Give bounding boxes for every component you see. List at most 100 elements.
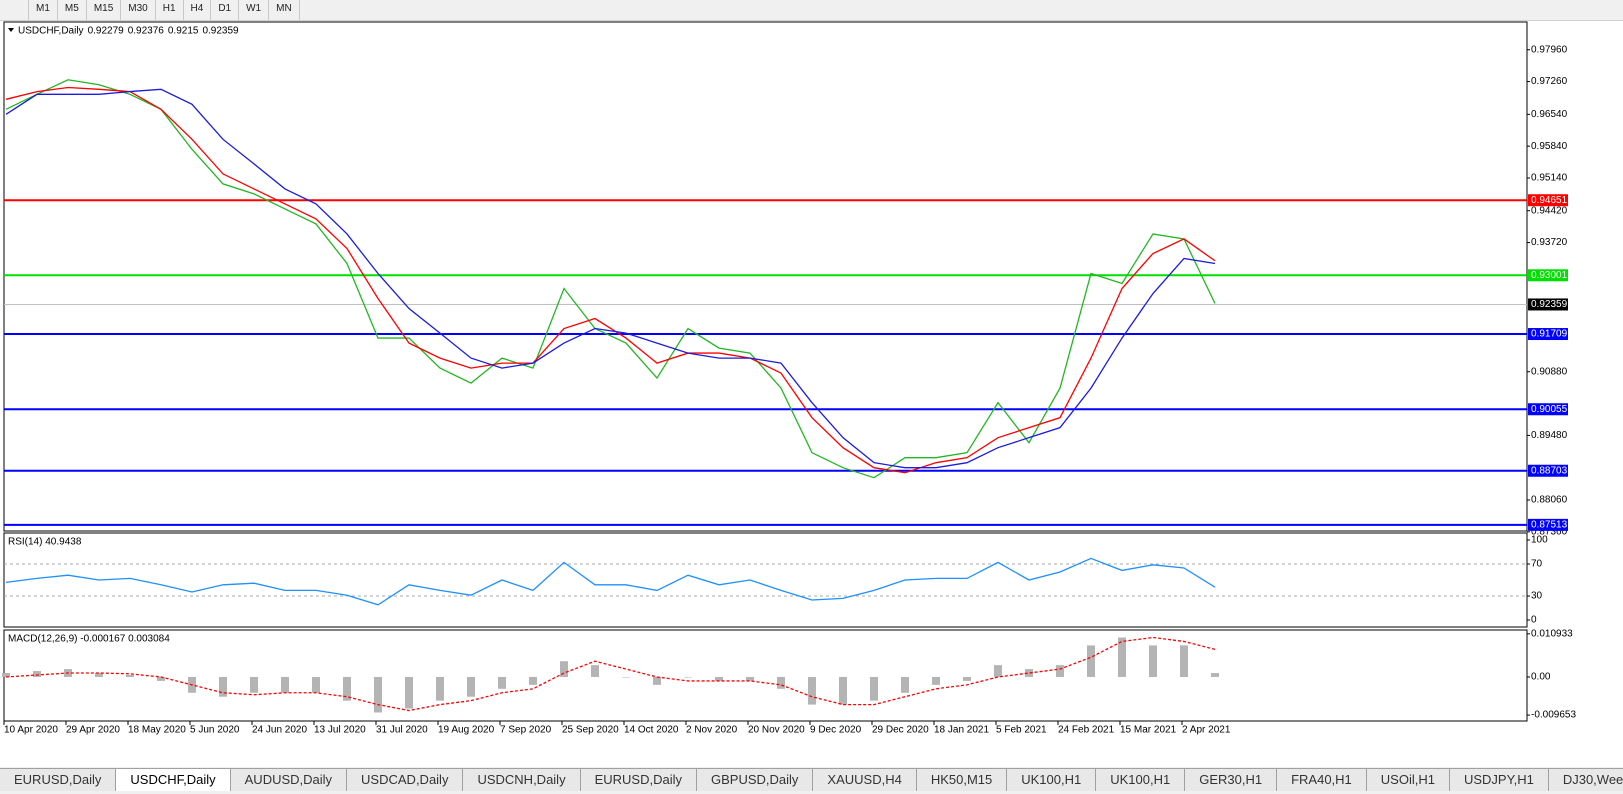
chart-tab[interactable]: EURUSD,Daily xyxy=(580,769,697,791)
x-tick-label: 29 Dec 2020 xyxy=(872,725,929,736)
x-tick-label: 29 Apr 2020 xyxy=(66,725,120,736)
x-tick-label: 24 Jun 2020 xyxy=(252,725,307,736)
x-tick-label: 7 Sep 2020 xyxy=(500,725,552,736)
ohlc-value: 0.92376 xyxy=(128,26,165,37)
histogram-bar xyxy=(560,661,568,677)
histogram-bar xyxy=(932,676,940,685)
histogram-bar xyxy=(2,673,10,677)
x-tick-label: 5 Jun 2020 xyxy=(190,725,240,736)
y-tick-label: 0.00 xyxy=(1531,672,1551,683)
histogram-bar xyxy=(498,676,506,689)
y-tick-label: 0.93720 xyxy=(1531,237,1568,248)
timeframe-button[interactable]: D1 xyxy=(211,0,240,20)
chart-tab[interactable]: HK50,M15 xyxy=(916,769,1008,791)
y-tick-label: 0.97260 xyxy=(1531,76,1568,87)
histogram-bar xyxy=(777,676,785,689)
histogram-bar xyxy=(653,676,661,685)
panel-frame xyxy=(3,21,1528,532)
ohlc-value: 0.92359 xyxy=(202,26,239,37)
x-tick-label: 15 Mar 2021 xyxy=(1120,725,1177,736)
timeframe-button[interactable]: W1 xyxy=(239,0,270,20)
histogram-bar xyxy=(33,671,41,677)
x-tick-label: 19 Aug 2020 xyxy=(438,725,495,736)
level-label-box xyxy=(1528,328,1568,341)
timeframe-button[interactable]: H4 xyxy=(184,0,212,20)
series-line xyxy=(5,88,1216,469)
series-line xyxy=(5,636,1216,712)
level-label: 0.94651 xyxy=(1531,195,1568,206)
histogram-bar xyxy=(219,676,227,697)
x-tick-label: 31 Jul 2020 xyxy=(376,725,428,736)
histogram-bar xyxy=(1087,645,1095,677)
histogram-bar xyxy=(901,676,909,693)
panel-title: MACD(12,26,9) -0.000167 0.003084 xyxy=(8,634,170,645)
histogram-bar xyxy=(1211,673,1219,677)
y-tick-label: 0.95840 xyxy=(1531,141,1568,152)
histogram-bar xyxy=(312,676,320,693)
y-tick-label: 0 xyxy=(1531,615,1537,626)
toolbar-handle[interactable] xyxy=(0,0,29,20)
y-tick-label: 0.95140 xyxy=(1531,173,1568,184)
chart-tab[interactable]: UK100,H1 xyxy=(1007,769,1097,791)
chart-tabs: EURUSD,Daily USDCHF,Daily AUDUSD,Daily USDC… xyxy=(0,768,1623,791)
chart-tab[interactable]: USDCNH,Daily xyxy=(463,769,581,791)
timeframe-button[interactable]: M1 xyxy=(29,0,58,20)
x-tick-label: 24 Feb 2021 xyxy=(1058,725,1115,736)
histogram-bar xyxy=(715,676,723,681)
chart-tab[interactable]: GER30,H1 xyxy=(1185,769,1278,791)
chart-tab[interactable]: EURUSD,Daily xyxy=(0,769,117,791)
level-label: 0.93001 xyxy=(1531,270,1568,281)
y-tick-label: 70 xyxy=(1531,559,1543,570)
chart-tab[interactable]: USDJPY,H1 xyxy=(1449,769,1549,791)
x-tick-label: 2 Nov 2020 xyxy=(686,725,738,736)
collapse-arrow xyxy=(8,28,14,32)
histogram-bar xyxy=(1025,669,1033,677)
chart-tab[interactable]: FRA40,H1 xyxy=(1277,769,1367,791)
timeframe-button[interactable]: M5 xyxy=(58,0,87,20)
histogram-bar xyxy=(436,676,444,701)
x-tick-label: 25 Sep 2020 xyxy=(562,725,619,736)
x-tick-label: 18 May 2020 xyxy=(128,725,186,736)
histogram-bar xyxy=(839,676,847,705)
chart-tab[interactable]: UK100,H1 xyxy=(1096,769,1186,791)
level-label-box xyxy=(1528,464,1568,477)
y-tick-label: 0.97960 xyxy=(1531,44,1568,55)
y-tick-label: -0.009653 xyxy=(1531,710,1576,721)
chart-tab[interactable]: GBPUSD,Daily xyxy=(696,769,814,791)
chart-tab[interactable]: DJ30,Weekly xyxy=(1548,769,1623,791)
series-line xyxy=(5,79,1216,479)
ohlc-value: 0.9215 xyxy=(168,26,199,37)
level-label: 0.90055 xyxy=(1531,404,1568,415)
timeframe-button[interactable]: MN xyxy=(269,0,300,20)
y-tick-label: 0.010933 xyxy=(1531,628,1573,639)
chart-background xyxy=(0,21,1623,767)
y-tick-label: 0.94420 xyxy=(1531,205,1568,216)
y-tick-label: 100 xyxy=(1531,535,1548,546)
histogram-bar xyxy=(963,676,971,681)
histogram-bar xyxy=(870,676,878,701)
histogram-bar xyxy=(250,676,258,693)
histogram-bar xyxy=(126,675,134,677)
histogram-bar xyxy=(994,665,1002,677)
timeframe-button[interactable]: H1 xyxy=(156,0,184,20)
histogram-bar xyxy=(1056,665,1064,677)
histogram-bar xyxy=(281,676,289,693)
x-tick-label: 2 Apr 2021 xyxy=(1182,725,1231,736)
timeframe-button[interactable]: M30 xyxy=(121,0,156,20)
chart-tab[interactable]: USOil,H1 xyxy=(1366,769,1450,791)
level-label-box xyxy=(1528,403,1568,416)
y-tick-label: 0.87360 xyxy=(1531,526,1568,537)
y-tick-label: 0.89480 xyxy=(1531,430,1568,441)
level-label-box xyxy=(1528,194,1568,207)
level-label: 0.91709 xyxy=(1531,329,1568,340)
chart-tab[interactable]: USDCAD,Daily xyxy=(347,769,464,791)
chart-tab[interactable]: AUDUSD,Daily xyxy=(230,769,348,791)
chart-tab[interactable]: USDCHF,Daily xyxy=(116,769,231,791)
chart-tab[interactable]: XAUUSD,H4 xyxy=(813,769,917,791)
ohlc-value: 0.92279 xyxy=(88,26,125,37)
panel-frame xyxy=(3,532,1528,628)
current-price-label: 0.92359 xyxy=(1531,299,1568,310)
y-tick-label: 0.96540 xyxy=(1531,109,1568,120)
histogram-bar xyxy=(684,676,692,678)
timeframe-button[interactable]: M15 xyxy=(87,0,122,20)
